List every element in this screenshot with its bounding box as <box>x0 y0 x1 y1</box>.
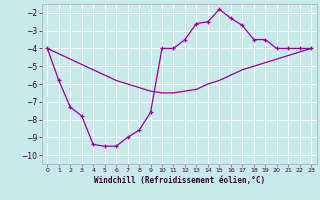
X-axis label: Windchill (Refroidissement éolien,°C): Windchill (Refroidissement éolien,°C) <box>94 176 265 185</box>
